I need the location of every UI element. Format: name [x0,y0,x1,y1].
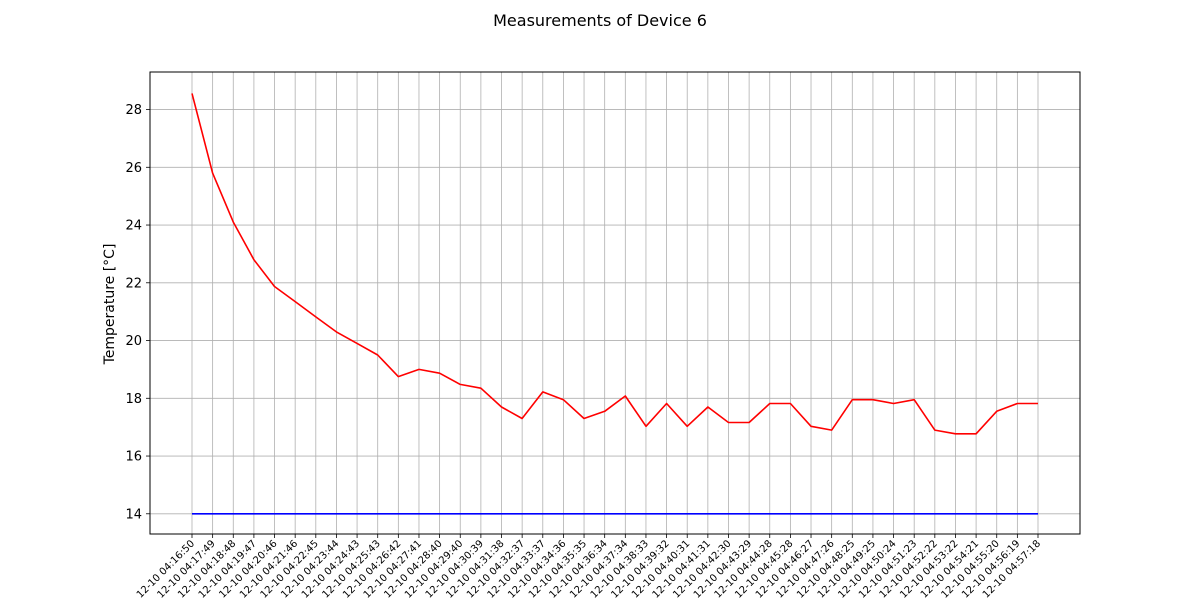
y-tick-label: 16 [125,450,142,465]
chart-title: Measurements of Device 6 [493,11,707,30]
y-ticks: 14 16 18 20 22 24 26 28 [125,103,150,522]
y-tick-label: 20 [125,334,142,349]
y-axis-label: Temperature [°C] [102,244,118,366]
plot-frame [149,71,1081,535]
y-tick-label: 14 [125,507,142,522]
y-tick-label: 28 [125,103,142,118]
y-tick-label: 18 [125,392,142,407]
y-tick-label: 24 [125,219,142,234]
grid [150,72,1080,534]
y-tick-label: 26 [125,161,142,176]
y-tick-label: 22 [125,276,142,291]
series-layer [191,93,1038,515]
series-line-1 [191,93,1038,435]
